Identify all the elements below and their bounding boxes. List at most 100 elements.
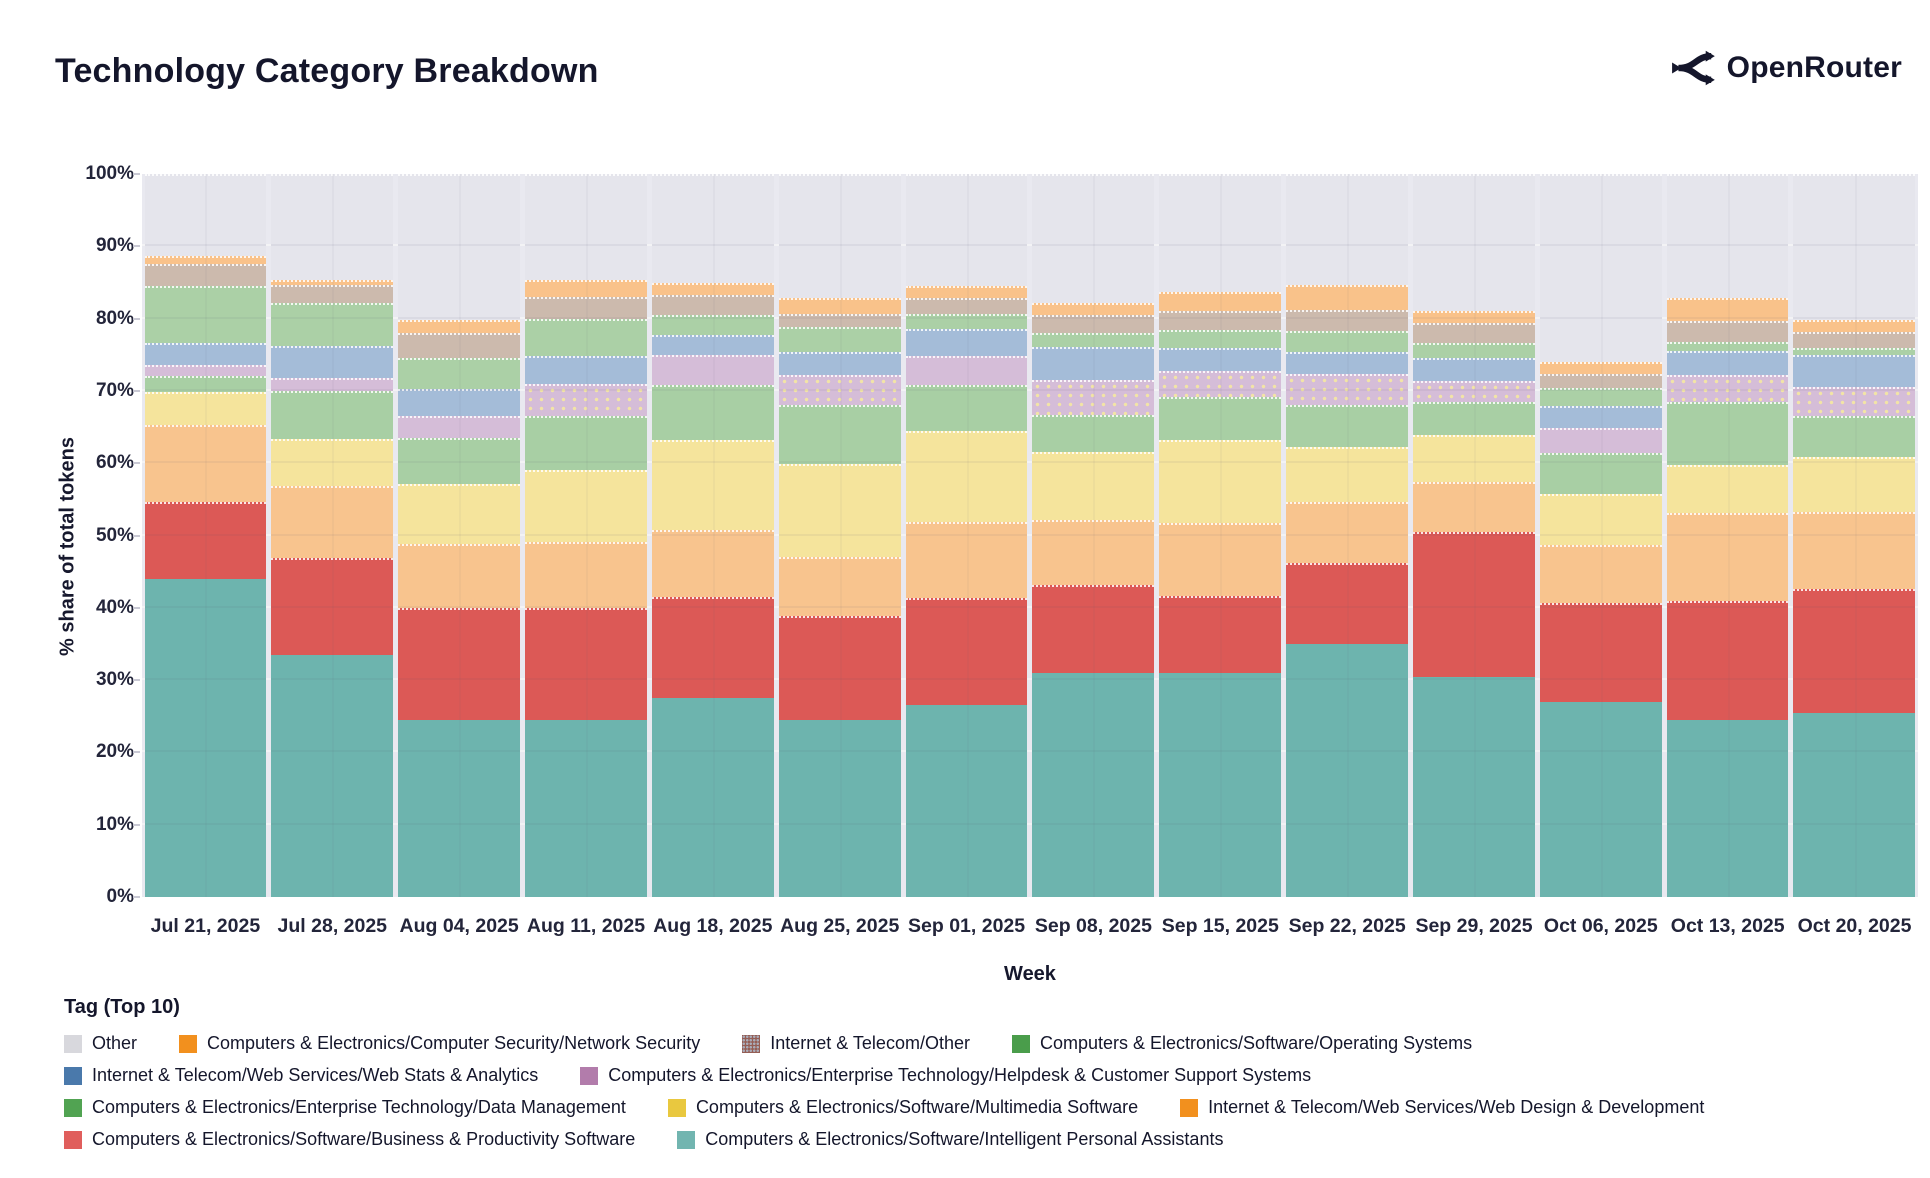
bar-segment[interactable] bbox=[1666, 464, 1789, 514]
bar-segment[interactable] bbox=[398, 719, 521, 897]
bar-segment[interactable] bbox=[1666, 513, 1789, 601]
bar-segment[interactable] bbox=[1412, 531, 1535, 677]
bar-segment[interactable] bbox=[905, 298, 1028, 314]
legend-item[interactable]: Computers & Electronics/Enterprise Techn… bbox=[580, 1065, 1311, 1086]
bar-segment[interactable] bbox=[398, 333, 521, 358]
bar-segment[interactable] bbox=[144, 286, 267, 343]
bar-segment[interactable] bbox=[398, 174, 521, 321]
bar-segment[interactable] bbox=[1032, 303, 1155, 316]
bar-segment[interactable] bbox=[1539, 374, 1662, 389]
legend-item[interactable]: Computers & Electronics/Software/Intelli… bbox=[677, 1129, 1223, 1150]
bar-segment[interactable] bbox=[1666, 401, 1789, 465]
bar-segment[interactable] bbox=[398, 607, 521, 720]
bar-segment[interactable] bbox=[1032, 315, 1155, 334]
bar-segment[interactable] bbox=[398, 320, 521, 334]
bar-segment[interactable] bbox=[1286, 501, 1408, 563]
bar-segment[interactable] bbox=[398, 388, 521, 417]
bar-segment[interactable] bbox=[905, 328, 1028, 356]
bar-segment[interactable] bbox=[144, 255, 267, 265]
bar-segment[interactable] bbox=[651, 354, 774, 386]
bar-segment[interactable] bbox=[1793, 712, 1916, 897]
legend-item[interactable]: Computers & Electronics/Software/Busines… bbox=[64, 1129, 635, 1150]
bar-segment[interactable] bbox=[905, 355, 1028, 386]
bar-segment[interactable] bbox=[778, 557, 901, 616]
bar-segment[interactable] bbox=[1159, 330, 1282, 349]
bar-segment[interactable] bbox=[651, 529, 774, 597]
legend-item[interactable]: Computers & Electronics/Software/Multime… bbox=[667, 1097, 1138, 1118]
bar-segment[interactable] bbox=[1412, 380, 1535, 402]
bar-segment[interactable] bbox=[1159, 596, 1282, 673]
bar-segment[interactable] bbox=[144, 392, 267, 425]
bar-segment[interactable] bbox=[905, 705, 1028, 897]
bar-segment[interactable] bbox=[525, 384, 647, 417]
bar-segment[interactable] bbox=[1032, 380, 1155, 415]
legend-item[interactable]: Internet & Telecom/Web Services/Web Stat… bbox=[64, 1065, 538, 1086]
bar-segment[interactable] bbox=[1793, 320, 1916, 333]
bar-segment[interactable] bbox=[1286, 405, 1408, 447]
bar-segment[interactable] bbox=[905, 174, 1028, 287]
bar-segment[interactable] bbox=[1539, 701, 1662, 897]
bar-segment[interactable] bbox=[651, 596, 774, 699]
bar-segment[interactable] bbox=[525, 296, 647, 320]
bar-segment[interactable] bbox=[651, 174, 774, 284]
bar-segment[interactable] bbox=[778, 326, 901, 352]
bar-segment[interactable] bbox=[778, 615, 901, 720]
bar-segment[interactable] bbox=[398, 357, 521, 389]
bar-segment[interactable] bbox=[778, 719, 901, 897]
bar-segment[interactable] bbox=[525, 279, 647, 297]
bar-segment[interactable] bbox=[1666, 351, 1789, 376]
bar-segment[interactable] bbox=[1412, 311, 1535, 324]
bar-segment[interactable] bbox=[1032, 451, 1155, 520]
bar-segment[interactable] bbox=[398, 437, 521, 485]
bar-segment[interactable] bbox=[1666, 375, 1789, 402]
bar-segment[interactable] bbox=[271, 377, 394, 391]
bar-segment[interactable] bbox=[144, 501, 267, 579]
bar-segment[interactable] bbox=[905, 597, 1028, 706]
bar-segment[interactable] bbox=[1793, 348, 1916, 355]
bar-segment[interactable] bbox=[778, 174, 901, 299]
bar-segment[interactable] bbox=[525, 355, 647, 385]
bar-segment[interactable] bbox=[905, 313, 1028, 329]
bar-segment[interactable] bbox=[1666, 719, 1789, 897]
bar-segment[interactable] bbox=[1032, 519, 1155, 585]
bar-segment[interactable] bbox=[778, 463, 901, 558]
bar-segment[interactable] bbox=[1159, 672, 1282, 897]
bar-segment[interactable] bbox=[1793, 332, 1916, 349]
bar-segment[interactable] bbox=[271, 557, 394, 655]
bar-segment[interactable] bbox=[144, 375, 267, 393]
bar-segment[interactable] bbox=[525, 607, 647, 720]
bar-segment[interactable] bbox=[1159, 291, 1282, 312]
bar-segment[interactable] bbox=[1793, 511, 1916, 590]
bar-segment[interactable] bbox=[271, 390, 394, 439]
bar-segment[interactable] bbox=[1793, 416, 1916, 457]
bar-segment[interactable] bbox=[1539, 406, 1662, 428]
bar-segment[interactable] bbox=[1539, 388, 1662, 407]
bar-segment[interactable] bbox=[905, 385, 1028, 431]
bar-segment[interactable] bbox=[778, 351, 901, 376]
bar-segment[interactable] bbox=[1412, 435, 1535, 483]
legend-item[interactable]: Other bbox=[64, 1033, 137, 1054]
bar-segment[interactable] bbox=[1666, 320, 1789, 342]
bar-segment[interactable] bbox=[271, 438, 394, 486]
bar-segment[interactable] bbox=[651, 315, 774, 336]
bar-segment[interactable] bbox=[905, 521, 1028, 598]
bar-segment[interactable] bbox=[778, 375, 901, 406]
bar-segment[interactable] bbox=[1666, 174, 1789, 299]
bar-segment[interactable] bbox=[1539, 427, 1662, 454]
bar-segment[interactable] bbox=[271, 279, 394, 286]
bar-segment[interactable] bbox=[778, 298, 901, 314]
bar-segment[interactable] bbox=[1666, 298, 1789, 321]
bar-segment[interactable] bbox=[1793, 456, 1916, 512]
bar-segment[interactable] bbox=[1159, 440, 1282, 524]
bar-segment[interactable] bbox=[1159, 523, 1282, 597]
bar-segment[interactable] bbox=[1032, 414, 1155, 452]
bar-segment[interactable] bbox=[144, 364, 267, 376]
bar-segment[interactable] bbox=[905, 286, 1028, 299]
bar-segment[interactable] bbox=[1159, 174, 1282, 292]
bar-segment[interactable] bbox=[1286, 284, 1408, 310]
bar-segment[interactable] bbox=[1539, 493, 1662, 545]
bar-segment[interactable] bbox=[1412, 676, 1535, 897]
bar-segment[interactable] bbox=[651, 294, 774, 316]
bar-segment[interactable] bbox=[398, 416, 521, 438]
bar-segment[interactable] bbox=[1159, 396, 1282, 441]
